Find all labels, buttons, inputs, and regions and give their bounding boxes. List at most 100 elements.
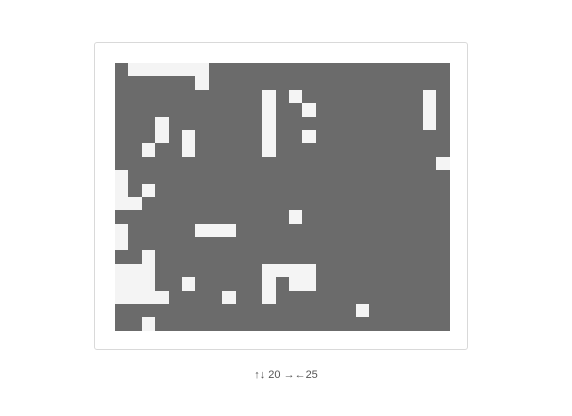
maze-wall-cell bbox=[422, 263, 437, 278]
maze-wall-cell bbox=[302, 63, 316, 77]
maze-wall-cell bbox=[248, 263, 263, 278]
maze-wall-cell bbox=[289, 317, 303, 331]
maze-wall-cell bbox=[289, 237, 303, 251]
maze-wall-cell bbox=[141, 170, 156, 184]
maze-wall-cell bbox=[181, 156, 196, 171]
maze-wall-cell bbox=[128, 156, 142, 171]
maze-wall-cell bbox=[342, 183, 357, 197]
maze-wall-cell bbox=[422, 317, 437, 331]
maze-wall-cell bbox=[396, 103, 410, 117]
maze-open-cell bbox=[141, 290, 156, 305]
maze-wall-cell bbox=[275, 317, 290, 331]
maze-wall-cell bbox=[289, 156, 303, 171]
maze-wall-cell bbox=[356, 143, 370, 157]
maze-open-cell bbox=[195, 63, 209, 77]
maze-open-cell bbox=[302, 129, 316, 144]
maze-open-cell bbox=[155, 116, 169, 130]
maze-wall-cell bbox=[422, 223, 437, 238]
maze-open-cell bbox=[168, 63, 182, 77]
maze-wall-cell bbox=[329, 156, 343, 171]
maze-wall-cell bbox=[195, 250, 209, 264]
maze-wall-cell bbox=[409, 263, 423, 278]
maze-wall-cell bbox=[168, 76, 182, 90]
maze-wall-cell bbox=[315, 156, 330, 171]
maze-open-cell bbox=[262, 116, 276, 130]
maze-wall-cell bbox=[315, 290, 330, 305]
maze-wall-cell bbox=[342, 129, 357, 144]
rows-count: 20 bbox=[268, 369, 281, 381]
maze-wall-cell bbox=[208, 116, 223, 130]
maze-wall-cell bbox=[128, 170, 142, 184]
maze-wall-cell bbox=[302, 250, 316, 264]
maze-wall-cell bbox=[168, 116, 182, 130]
maze-open-cell bbox=[115, 237, 129, 251]
maze-wall-cell bbox=[248, 170, 263, 184]
maze-wall-cell bbox=[248, 196, 263, 211]
maze-wall-cell bbox=[155, 210, 169, 224]
maze-open-cell bbox=[141, 277, 156, 291]
maze-wall-cell bbox=[315, 116, 330, 130]
maze-wall-cell bbox=[396, 196, 410, 211]
maze-wall-cell bbox=[222, 183, 236, 197]
maze-wall-cell bbox=[275, 116, 290, 130]
maze-wall-cell bbox=[248, 116, 263, 130]
maze-wall-cell bbox=[168, 223, 182, 238]
maze-wall-cell bbox=[262, 156, 276, 171]
maze-wall-cell bbox=[208, 170, 223, 184]
maze-wall-cell bbox=[422, 210, 437, 224]
maze-wall-cell bbox=[168, 143, 182, 157]
maze-wall-cell bbox=[396, 143, 410, 157]
maze-wall-cell bbox=[128, 317, 142, 331]
maze-wall-cell bbox=[315, 129, 330, 144]
maze-wall-cell bbox=[289, 129, 303, 144]
maze-wall-cell bbox=[222, 304, 236, 318]
maze-wall-cell bbox=[396, 317, 410, 331]
maze-wall-cell bbox=[329, 250, 343, 264]
maze-wall-cell bbox=[356, 263, 370, 278]
maze-wall-cell bbox=[315, 304, 330, 318]
maze-wall-cell bbox=[396, 210, 410, 224]
maze-wall-cell bbox=[356, 89, 370, 104]
maze-wall-cell bbox=[422, 290, 437, 305]
maze-open-cell bbox=[289, 210, 303, 224]
maze-wall-cell bbox=[369, 63, 383, 77]
maze-wall-cell bbox=[235, 196, 249, 211]
maze-wall-cell bbox=[128, 210, 142, 224]
maze-wall-cell bbox=[436, 196, 450, 211]
maze-wall-cell bbox=[168, 196, 182, 211]
maze-open-cell bbox=[115, 223, 129, 238]
maze-wall-cell bbox=[262, 63, 276, 77]
maze-wall-cell bbox=[315, 76, 330, 90]
maze-wall-cell bbox=[422, 183, 437, 197]
maze-open-cell bbox=[115, 170, 129, 184]
maze-wall-cell bbox=[289, 76, 303, 90]
maze-wall-cell bbox=[289, 223, 303, 238]
maze-wall-cell bbox=[155, 223, 169, 238]
maze-wall-cell bbox=[422, 170, 437, 184]
maze-wall-cell bbox=[436, 277, 450, 291]
maze-wall-cell bbox=[342, 290, 357, 305]
maze-wall-cell bbox=[235, 304, 249, 318]
maze-wall-cell bbox=[315, 89, 330, 104]
maze-wall-cell bbox=[275, 210, 290, 224]
maze-wall-cell bbox=[248, 210, 263, 224]
maze-wall-cell bbox=[181, 237, 196, 251]
maze-wall-cell bbox=[141, 196, 156, 211]
maze-open-cell bbox=[181, 143, 196, 157]
maze-wall-cell bbox=[369, 290, 383, 305]
maze-wall-cell bbox=[168, 263, 182, 278]
maze-wall-cell bbox=[208, 237, 223, 251]
maze-wall-cell bbox=[409, 63, 423, 77]
maze-wall-cell bbox=[382, 89, 397, 104]
maze-wall-cell bbox=[382, 183, 397, 197]
maze-wall-cell bbox=[195, 304, 209, 318]
maze-wall-cell bbox=[302, 304, 316, 318]
maze-wall-cell bbox=[222, 210, 236, 224]
maze-wall-cell bbox=[248, 250, 263, 264]
maze-open-cell bbox=[141, 250, 156, 264]
maze-wall-cell bbox=[422, 196, 437, 211]
maze-wall-cell bbox=[382, 277, 397, 291]
cols-arrows-icon: →← bbox=[283, 369, 306, 381]
maze-wall-cell bbox=[235, 223, 249, 238]
maze-wall-cell bbox=[369, 89, 383, 104]
